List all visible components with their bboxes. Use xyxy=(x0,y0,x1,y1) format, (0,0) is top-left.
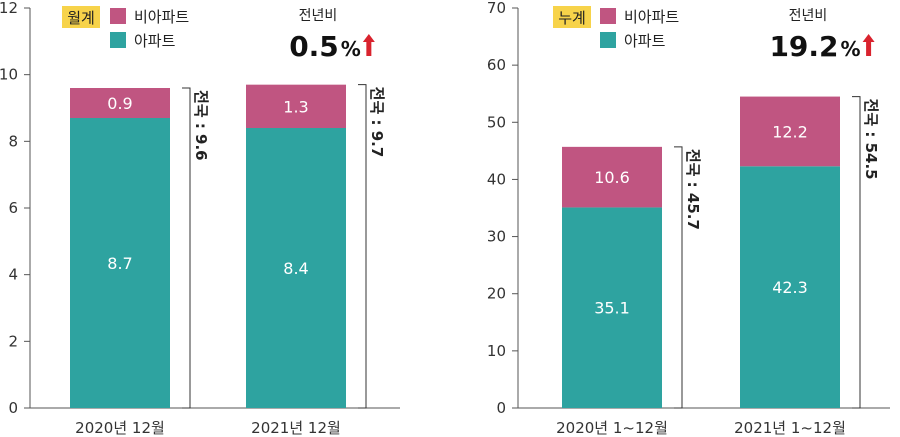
y-tick-label: 20 xyxy=(487,285,506,303)
y-tick-label: 50 xyxy=(487,113,506,131)
bar-value-label-non-apartment: 10.6 xyxy=(594,168,630,187)
bar-value-label-non-apartment: 1.3 xyxy=(283,97,308,116)
y-tick-label: 30 xyxy=(487,228,506,246)
bar-non-apartment xyxy=(246,84,346,128)
legend-swatch-apartment xyxy=(600,32,616,48)
total-bracket xyxy=(358,84,367,409)
yoy-unit: % xyxy=(841,37,861,61)
bar-value-label-non-apartment: 12.2 xyxy=(772,122,808,141)
bar-non-apartment xyxy=(70,88,170,118)
total-bracket xyxy=(182,87,191,409)
legend-swatch-non-apartment xyxy=(600,8,616,24)
y-tick-label: 2 xyxy=(8,332,18,350)
total-label: 전국 : 54.5 xyxy=(862,99,880,180)
y-tick-label: 70 xyxy=(487,0,506,17)
legend-label-apartment: 아파트 xyxy=(134,32,176,50)
period-badge xyxy=(62,6,100,28)
bar-apartment xyxy=(562,207,662,408)
period-badge-label: 월계 xyxy=(67,9,95,27)
y-tick-label: 4 xyxy=(8,266,18,284)
total-label: 전국 : 45.7 xyxy=(684,149,702,230)
x-category-label: 2020년 1~12월 xyxy=(556,419,668,437)
y-tick-label: 0 xyxy=(496,399,506,417)
legend-label-apartment: 아파트 xyxy=(624,32,666,50)
y-tick-label: 40 xyxy=(487,170,506,188)
y-tick-label: 12 xyxy=(0,0,18,17)
legend-swatch-apartment xyxy=(110,32,126,48)
yoy-label: 전년비 xyxy=(789,8,828,24)
total-bracket xyxy=(852,96,861,409)
y-tick-label: 10 xyxy=(487,342,506,360)
bar-apartment xyxy=(246,128,346,408)
legend-label-non-apartment: 비아파트 xyxy=(624,8,679,26)
yoy-value: 0.5 xyxy=(289,30,339,63)
chart-panel-2: 0 10 20 30 40 50 60 70 35.1 10.6 전국 : 45.7 2020년 1~… xyxy=(487,0,890,437)
period-badge-label: 누계 xyxy=(558,9,586,27)
y-tick-label: 8 xyxy=(8,132,18,150)
bar-value-label-apartment: 8.7 xyxy=(107,254,132,273)
yoy-label: 전년비 xyxy=(299,8,338,24)
y-tick-label: 60 xyxy=(487,56,506,74)
total-label: 전국 : 9.7 xyxy=(368,87,386,158)
legend-label-non-apartment: 비아파트 xyxy=(134,8,189,26)
up-arrow-icon xyxy=(862,34,875,56)
yoy-unit: % xyxy=(341,37,361,61)
bar-value-label-apartment: 42.3 xyxy=(772,278,808,297)
period-badge xyxy=(553,6,591,28)
bar-value-label-apartment: 35.1 xyxy=(594,299,630,318)
bar-value-label-apartment: 8.4 xyxy=(283,259,308,278)
total-label: 전국 : 9.6 xyxy=(192,90,210,161)
y-tick-label: 10 xyxy=(0,66,18,84)
bar-non-apartment xyxy=(562,146,662,208)
up-arrow-icon xyxy=(362,34,375,56)
bar-value-label-non-apartment: 0.9 xyxy=(107,94,132,113)
y-tick-label: 0 xyxy=(8,399,18,417)
legend-swatch-non-apartment xyxy=(110,8,126,24)
y-tick-label: 6 xyxy=(8,199,18,217)
x-category-label: 2021년 12월 xyxy=(251,419,341,437)
bar-non-apartment xyxy=(740,96,840,167)
x-category-label: 2020년 12월 xyxy=(75,419,165,437)
bar-apartment xyxy=(70,118,170,408)
chart-panel-1: 0 2 4 6 8 10 12 8.7 0.9 전국 : 9.6 2020년 12월 8.4 1.3 전국… xyxy=(0,0,400,437)
yoy-value: 19.2 xyxy=(769,30,838,63)
total-bracket xyxy=(674,146,683,409)
x-category-label: 2021년 1~12월 xyxy=(734,419,846,437)
bar-apartment xyxy=(740,166,840,408)
